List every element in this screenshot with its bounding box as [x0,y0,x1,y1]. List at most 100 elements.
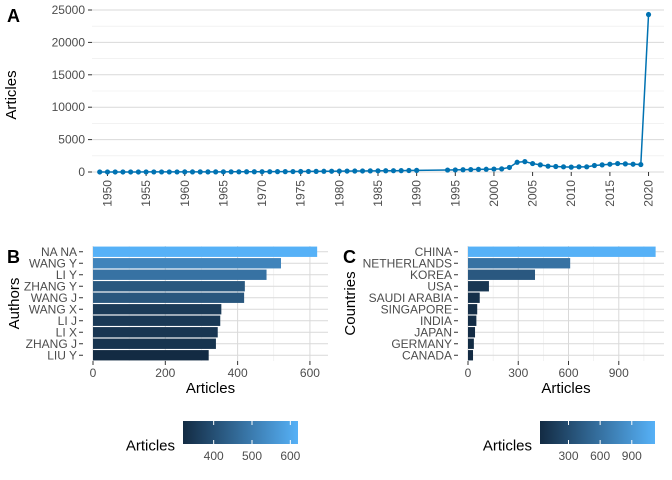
data-point [638,161,644,168]
y-tick-label: JAPAN [414,325,452,339]
legend-title: Articles [126,438,175,455]
x-tick-label: 1985 [371,180,385,207]
data-point [630,161,636,167]
data-point [390,168,397,174]
bar [468,281,489,292]
data-point [220,169,227,175]
bar [93,281,245,292]
legend-tick-label: 500 [242,449,262,463]
data-point [599,162,605,168]
data-point [166,169,172,175]
y-tick-label: WANG Y [29,256,77,270]
series-line [99,14,650,173]
data-point [607,161,613,167]
x-axis-title: Articles [186,380,235,397]
y-tick-label: USA [427,279,452,293]
data-point [120,169,126,175]
y-tick-label: CANADA [402,348,452,362]
bar [93,246,318,257]
x-tick-label: 1970 [255,180,269,207]
y-tick-label: GERMANY [391,337,452,351]
data-point [128,169,134,175]
data-point [383,168,389,174]
data-point [274,169,281,175]
x-tick-label: 1980 [332,180,346,207]
bar [468,338,474,349]
data-point [321,168,327,174]
data-point [514,159,520,165]
data-point [158,169,165,175]
data-point [97,169,103,175]
data-point [344,168,350,174]
data-point [104,169,111,175]
y-tick-label: LIU Y [47,348,77,362]
data-point [545,163,551,169]
data-point [483,166,489,172]
data-point [205,169,211,175]
data-point [367,168,373,174]
data-point [522,159,528,165]
y-tick-label: LI J [58,314,77,328]
data-point [313,168,319,174]
bar [93,327,218,338]
x-axis-title: Articles [541,380,590,397]
data-point [151,169,157,175]
x-tick-label: 2015 [603,180,617,207]
bar [93,338,216,349]
data-point [645,11,652,18]
data-point [560,164,567,170]
y-tick-label: SINGAPORE [381,302,452,316]
data-point [359,168,366,174]
panel-label-a: A [7,6,20,26]
y-tick-label: KOREA [410,268,452,282]
bar [93,258,281,269]
y-tick-label: INDIA [420,314,452,328]
panel-label-c: C [343,247,356,267]
x-tick-label: 2020 [642,180,656,207]
y-tick-label: SAUDI ARABIA [369,291,452,305]
y-tick-label: LI X [56,325,77,339]
data-point [197,169,203,175]
legend-tick-label: 900 [622,449,642,463]
data-point [243,169,250,175]
y-tick-label: ZHANG Y [24,279,77,293]
panel-label-b: B [7,247,20,267]
data-point [622,161,628,167]
chart-a-line: 0 5000 10000 15000 20000 25000 1950 1955 1960 196… [3,3,664,207]
legend-tick-label: 600 [590,449,610,463]
data-point [375,168,381,174]
legend-colorbar [183,421,298,444]
x-tick-label: 2010 [564,180,578,207]
x-tick-label: 1950 [100,180,114,207]
x-tick-label: 600 [300,366,320,380]
bar [468,258,571,269]
data-point [499,166,505,172]
x-tick-label: 1955 [139,180,153,207]
data-point [143,169,149,175]
data-point [468,166,474,173]
data-point [189,169,196,175]
data-point [135,169,141,175]
bar [468,350,474,361]
data-point [112,169,118,175]
y-tick-label: 20000 [52,35,86,49]
y-tick-label: 5000 [58,133,85,147]
data-point [290,168,296,175]
bar [93,350,209,361]
data-point [228,169,234,175]
y-axis-title: Countries [342,271,359,335]
data-point [615,160,621,167]
data-point [506,164,513,171]
x-tick-label: 1995 [448,180,462,207]
x-tick-label: 600 [558,366,578,380]
x-tick-label: 400 [228,366,248,380]
data-point [282,169,288,175]
x-tick-label: 0 [465,366,472,380]
bar [468,269,536,280]
bar [468,304,478,315]
bar [468,315,477,326]
x-tick-label: 200 [155,366,175,380]
y-tick-label: WANG X [29,302,77,316]
